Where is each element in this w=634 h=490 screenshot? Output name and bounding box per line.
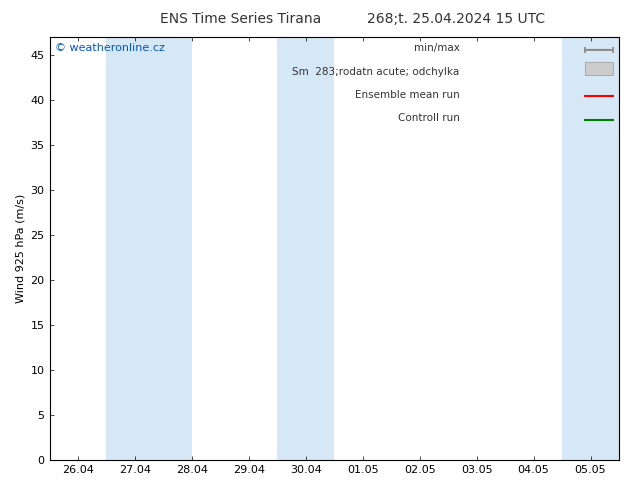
FancyBboxPatch shape [585, 62, 613, 75]
Bar [164, 37, 192, 460]
Bar [277, 37, 334, 460]
Bar [107, 37, 164, 460]
Text: Sm  283;rodatn acute; odchylka: Sm 283;rodatn acute; odchylka [292, 67, 460, 76]
Y-axis label: Wind 925 hPa (m/s): Wind 925 hPa (m/s) [15, 194, 25, 303]
Text: 268;t. 25.04.2024 15 UTC: 268;t. 25.04.2024 15 UTC [368, 12, 545, 26]
Text: © weatheronline.cz: © weatheronline.cz [55, 44, 165, 53]
Bar [562, 37, 619, 460]
Text: Ensemble mean run: Ensemble mean run [355, 90, 460, 100]
Text: min/max: min/max [413, 44, 460, 53]
Text: Controll run: Controll run [398, 113, 460, 123]
Text: ENS Time Series Tirana: ENS Time Series Tirana [160, 12, 321, 26]
